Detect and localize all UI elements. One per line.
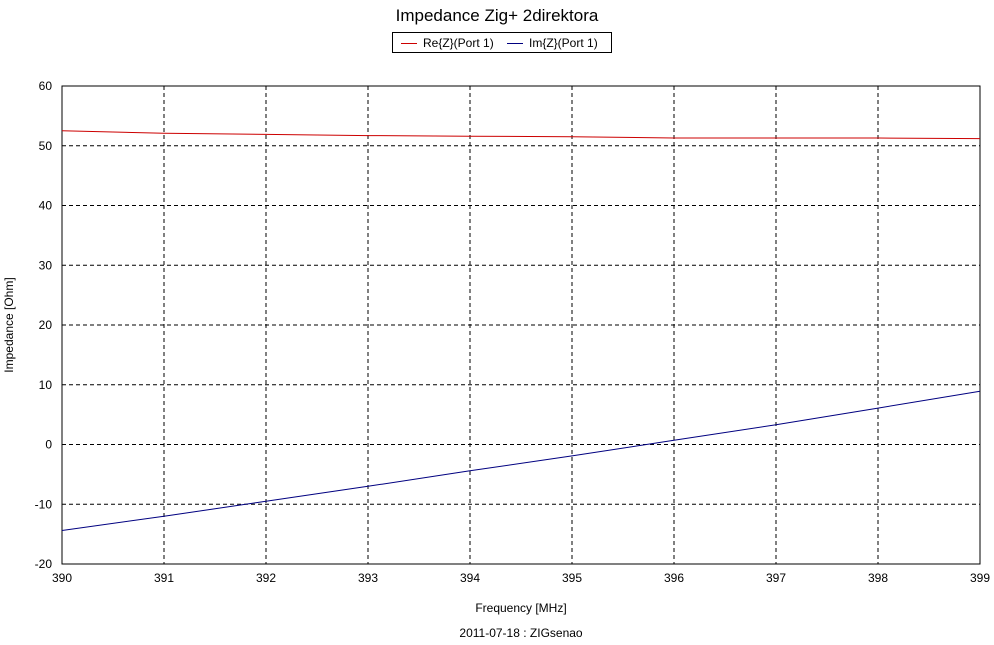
x-tick-label: 394 [460,571,480,585]
y-tick-label: -20 [35,557,53,571]
y-tick-label: 0 [45,438,52,452]
x-tick-label: 393 [358,571,378,585]
x-tick-label: 395 [562,571,582,585]
y-tick-label: 30 [39,258,53,272]
series-line-im-z [61,390,981,531]
y-axis-label: Impedance [Ohm] [2,277,16,373]
x-axis-label: Frequency [MHz] [475,601,567,615]
legend-swatch-im-z [507,42,523,44]
x-tick-label: 390 [52,571,72,585]
x-tick-label: 399 [970,571,990,585]
footer-note: 2011-07-18 : ZIGsenao [459,626,583,640]
y-tick-label: 20 [39,318,53,332]
x-tick-label: 391 [154,571,174,585]
legend-swatch-re-z [401,42,417,44]
series-line-re-z [61,130,981,140]
y-tick-label: 60 [39,79,53,93]
x-tick-label: 396 [664,571,684,585]
y-tick-label: 10 [39,378,53,392]
x-tick-label: 398 [868,571,888,585]
legend-item-im-z: Im{Z}(Port 1) [507,36,598,50]
y-tick-label: 50 [39,139,53,153]
legend-item-re-z: Re{Z}(Port 1) [401,36,494,50]
legend-label-im-z: Im{Z}(Port 1) [529,36,598,50]
chart-title: Impedance Zig+ 2direktora [395,6,599,25]
x-tick-label: 392 [256,571,276,585]
x-tick-label: 397 [766,571,786,585]
plot-frame [61,85,981,565]
y-tick-label: -10 [35,497,53,511]
chart-legend: Re{Z}(Port 1) Im{Z}(Port 1) [392,32,612,53]
y-tick-label: 40 [39,199,53,213]
legend-label-re-z: Re{Z}(Port 1) [423,36,494,50]
